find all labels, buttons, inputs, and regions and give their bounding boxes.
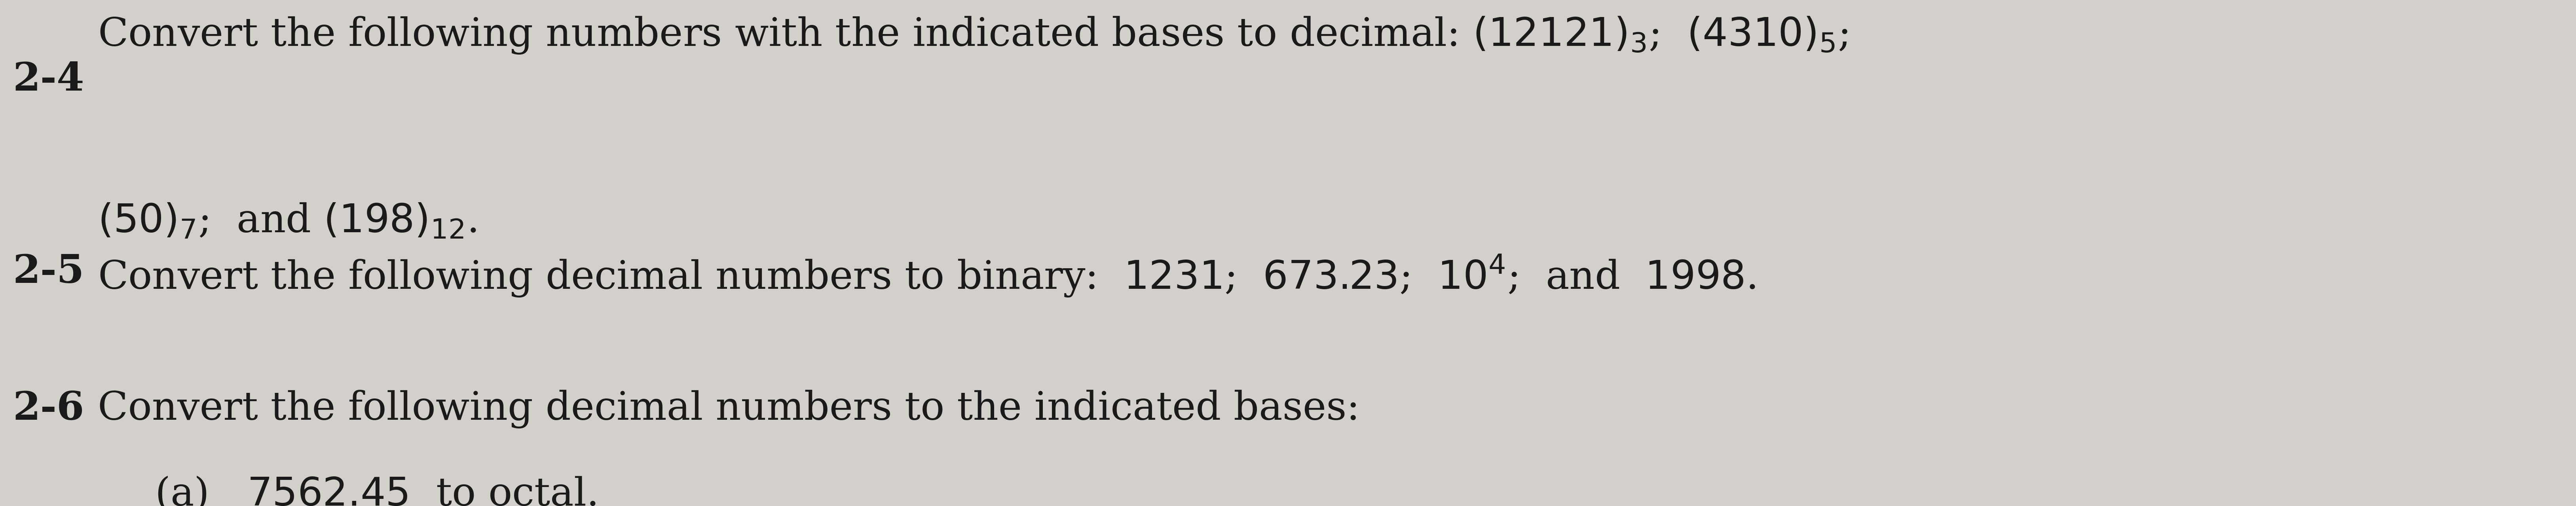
Text: Convert the following numbers with the indicated bases to decimal: $(12121)_3$; : Convert the following numbers with the i… xyxy=(98,15,1847,56)
Text: $(50)_7$;  and $(198)_{12}$.: $(50)_7$; and $(198)_{12}$. xyxy=(98,202,477,240)
Text: 2-5: 2-5 xyxy=(13,253,85,291)
Text: (a)   $7562.45$  to octal.: (a) $7562.45$ to octal. xyxy=(155,476,595,506)
Text: 2-6: 2-6 xyxy=(13,390,85,428)
Text: Convert the following decimal numbers to binary:  $1231$;  $673.23$;  $10^4$;  a: Convert the following decimal numbers to… xyxy=(98,253,1757,299)
Text: 2-4: 2-4 xyxy=(13,61,85,99)
Text: Convert the following decimal numbers to the indicated bases:: Convert the following decimal numbers to… xyxy=(98,390,1360,428)
